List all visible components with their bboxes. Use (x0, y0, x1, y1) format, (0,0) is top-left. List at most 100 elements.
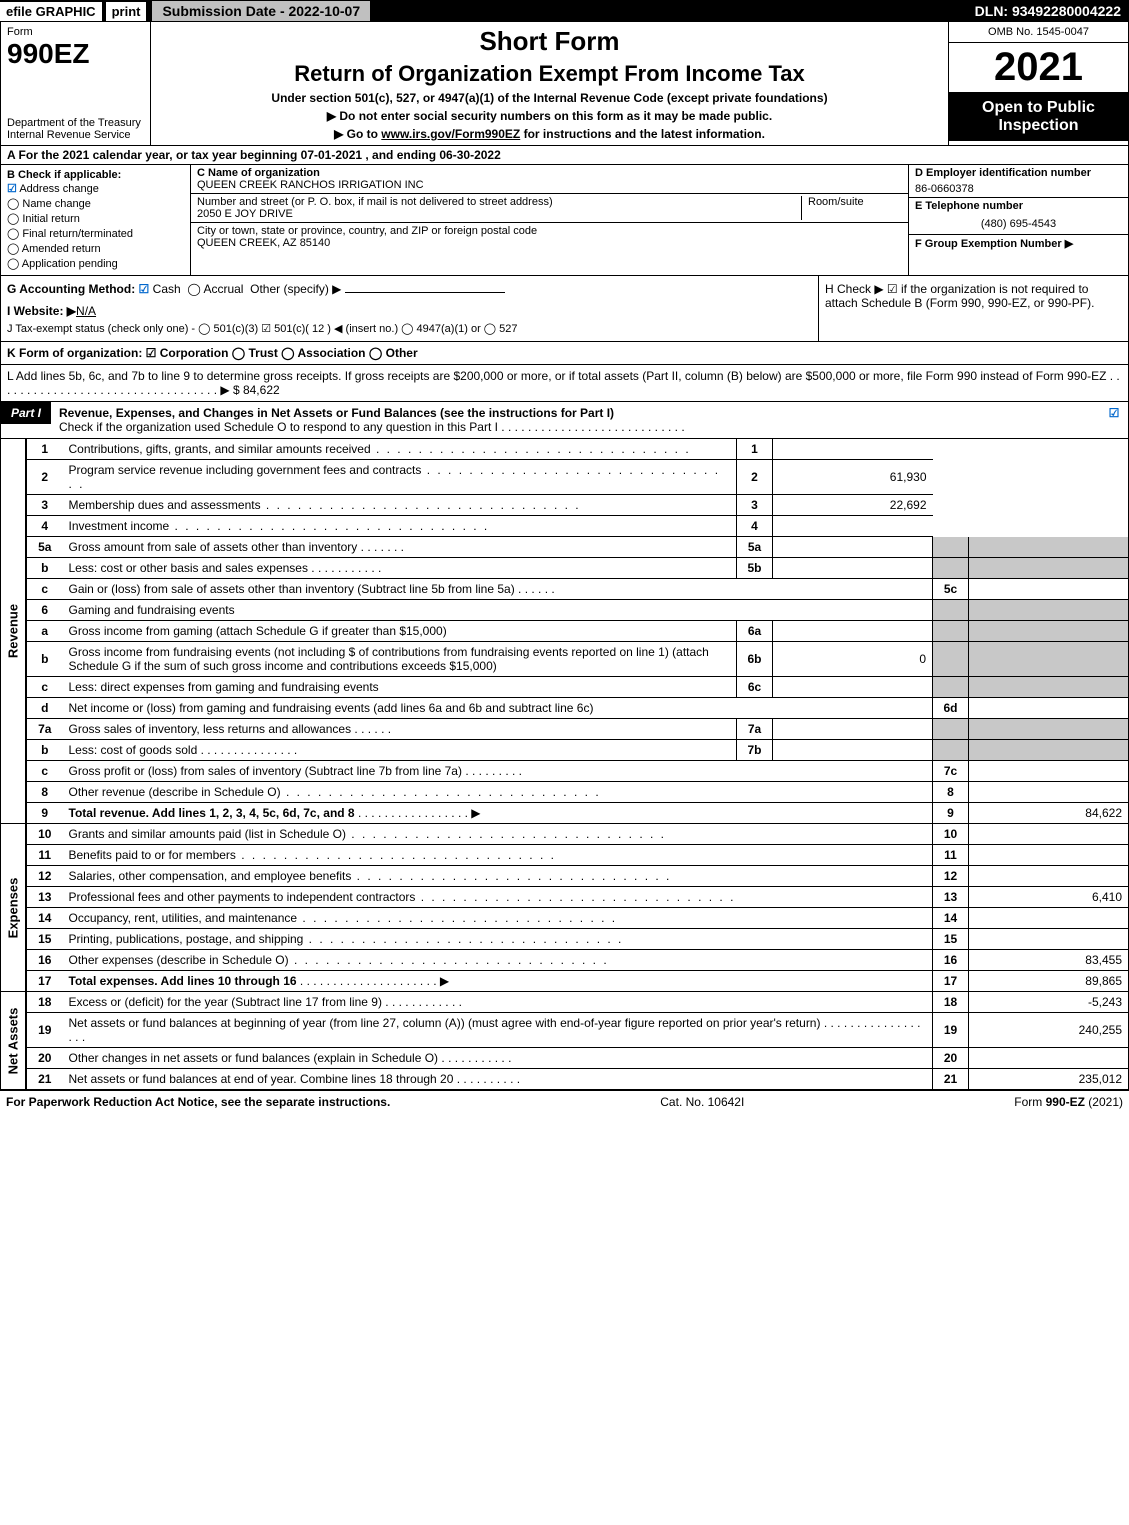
short-form-title: Short Form (159, 26, 940, 57)
line-20: 20Other changes in net assets or fund ba… (27, 1048, 1129, 1069)
col-h: H Check ▶ ☑ if the organization is not r… (818, 276, 1128, 341)
row-k: K Form of organization: ☑ Corporation ◯ … (0, 342, 1129, 365)
page-footer: For Paperwork Reduction Act Notice, see … (0, 1090, 1129, 1113)
goto-link[interactable]: www.irs.gov/Form990EZ (381, 127, 520, 141)
line-5c: cGain or (loss) from sale of assets othe… (27, 579, 1129, 600)
tax-year: 2021 (949, 43, 1128, 93)
revenue-section: Revenue 1Contributions, gifts, grants, a… (0, 439, 1129, 824)
line-6d: dNet income or (loss) from gaming and fu… (27, 698, 1129, 719)
efile-label: efile GRAPHIC (0, 2, 102, 21)
revenue-table: 1Contributions, gifts, grants, and simil… (26, 439, 1129, 824)
line-10: 10Grants and similar amounts paid (list … (27, 824, 1129, 845)
part-i-tab: Part I (1, 402, 51, 424)
revenue-side-label: Revenue (0, 439, 26, 824)
print-label[interactable]: print (106, 2, 147, 21)
g-cash: Cash (153, 282, 181, 296)
line-13: 13Professional fees and other payments t… (27, 887, 1129, 908)
header-center: Short Form Return of Organization Exempt… (151, 22, 948, 145)
e-phone-label: E Telephone number (909, 197, 1128, 214)
part-i-header: Part I Revenue, Expenses, and Changes in… (0, 402, 1129, 439)
go-to-note: ▶ Go to www.irs.gov/Form990EZ for instru… (159, 127, 940, 141)
b-application-pending[interactable]: ◯ Application pending (7, 256, 184, 271)
department: Department of the Treasury Internal Reve… (7, 117, 144, 141)
line-6a: aGross income from gaming (attach Schedu… (27, 621, 1129, 642)
line-2: 2Program service revenue including gover… (27, 460, 1129, 495)
l-text: L Add lines 5b, 6c, and 7b to line 9 to … (7, 369, 1120, 397)
c-room-label: Room/suite (802, 196, 902, 220)
g-other: Other (specify) ▶ (250, 282, 341, 296)
b-label: B Check if applicable: (7, 169, 184, 181)
col-b-checkboxes: B Check if applicable: ☑ Address change … (1, 165, 191, 275)
row-gh: G Accounting Method: ☑ Cash ◯ Accrual Ot… (0, 275, 1129, 342)
do-not-note: ▶ Do not enter social security numbers o… (159, 109, 940, 123)
f-group-exemption: F Group Exemption Number ▶ (909, 234, 1128, 252)
line-19: 19Net assets or fund balances at beginni… (27, 1013, 1129, 1048)
line-8: 8Other revenue (describe in Schedule O)8 (27, 782, 1129, 803)
form-header: Form 990EZ Department of the Treasury In… (0, 22, 1129, 146)
form-code: 990EZ (7, 38, 144, 70)
c-name-box: C Name of organization QUEEN CREEK RANCH… (191, 165, 908, 194)
goto-prefix: ▶ Go to (334, 127, 381, 141)
c-street-box: Number and street (or P. O. box, if mail… (191, 194, 908, 223)
dln: DLN: 93492280004222 (975, 3, 1129, 19)
netassets-side-label: Net Assets (0, 992, 26, 1090)
line-12: 12Salaries, other compensation, and empl… (27, 866, 1129, 887)
b-address-change[interactable]: ☑ Address change (7, 181, 184, 196)
col-def: D Employer identification number 86-0660… (908, 165, 1128, 275)
j-tax-exempt: J Tax-exempt status (check only one) - ◯… (7, 322, 812, 335)
omb-number: OMB No. 1545-0047 (949, 22, 1128, 43)
b-final-return[interactable]: ◯ Final return/terminated (7, 226, 184, 241)
line-14: 14Occupancy, rent, utilities, and mainte… (27, 908, 1129, 929)
part-i-sub: Check if the organization used Schedule … (59, 420, 1092, 434)
netassets-table: 18Excess or (deficit) for the year (Subt… (26, 992, 1129, 1090)
line-4: 4Investment income4 (27, 516, 1129, 537)
line-15: 15Printing, publications, postage, and s… (27, 929, 1129, 950)
b-name-change[interactable]: ◯ Name change (7, 196, 184, 211)
col-c-org-info: C Name of organization QUEEN CREEK RANCH… (191, 165, 908, 275)
line-7a: 7aGross sales of inventory, less returns… (27, 719, 1129, 740)
top-bar: efile GRAPHIC print Submission Date - 20… (0, 0, 1129, 22)
expenses-side-label: Expenses (0, 824, 26, 992)
c-city-value: QUEEN CREEK, AZ 85140 (197, 237, 330, 249)
expenses-section: Expenses 10Grants and similar amounts pa… (0, 824, 1129, 992)
c-name-value: QUEEN CREEK RANCHOS IRRIGATION INC (197, 179, 424, 191)
part-i-check[interactable]: ☑ (1100, 402, 1128, 424)
i-website-value: N/A (76, 304, 96, 318)
line-17: 17Total expenses. Add lines 10 through 1… (27, 971, 1129, 992)
l-value: $ 84,622 (233, 383, 280, 397)
expenses-table: 10Grants and similar amounts paid (list … (26, 824, 1129, 992)
line-7c: cGross profit or (loss) from sales of in… (27, 761, 1129, 782)
c-name-label: C Name of organization (197, 167, 320, 179)
i-website: I Website: ▶N/A (7, 304, 812, 318)
form-word: Form (7, 26, 144, 38)
c-city-label: City or town, state or province, country… (197, 225, 537, 237)
line-16: 16Other expenses (describe in Schedule O… (27, 950, 1129, 971)
b-amended-return[interactable]: ◯ Amended return (7, 241, 184, 256)
line-18: 18Excess or (deficit) for the year (Subt… (27, 992, 1129, 1013)
g-label: G Accounting Method: (7, 282, 135, 296)
b-initial-return[interactable]: ◯ Initial return (7, 211, 184, 226)
footer-left: For Paperwork Reduction Act Notice, see … (6, 1095, 390, 1109)
c-street-value: 2050 E JOY DRIVE (197, 208, 293, 220)
header-left: Form 990EZ Department of the Treasury In… (1, 22, 151, 145)
d-ein-value: 86-0660378 (909, 181, 1128, 197)
open-to-public: Open to Public Inspection (949, 93, 1128, 141)
footer-center: Cat. No. 10642I (660, 1095, 744, 1109)
line-9: 9Total revenue. Add lines 1, 2, 3, 4, 5c… (27, 803, 1129, 824)
header-right: OMB No. 1545-0047 2021 Open to Public In… (948, 22, 1128, 145)
line-3: 3Membership dues and assessments322,692 (27, 495, 1129, 516)
line-6b: bGross income from fundraising events (n… (27, 642, 1129, 677)
line-6c: cLess: direct expenses from gaming and f… (27, 677, 1129, 698)
submission-date: Submission Date - 2022-10-07 (152, 1, 370, 21)
line-7b: bLess: cost of goods sold . . . . . . . … (27, 740, 1129, 761)
c-city-box: City or town, state or province, country… (191, 223, 908, 251)
line-5a: 5aGross amount from sale of assets other… (27, 537, 1129, 558)
part-i-title: Revenue, Expenses, and Changes in Net As… (51, 402, 1100, 438)
row-a-tax-year: A For the 2021 calendar year, or tax yea… (0, 146, 1129, 165)
under-section: Under section 501(c), 527, or 4947(a)(1)… (159, 91, 940, 105)
line-5b: bLess: cost or other basis and sales exp… (27, 558, 1129, 579)
g-accrual: Accrual (203, 282, 243, 296)
row-l: L Add lines 5b, 6c, and 7b to line 9 to … (0, 365, 1129, 402)
e-phone-value: (480) 695-4543 (909, 214, 1128, 234)
line-11: 11Benefits paid to or for members11 (27, 845, 1129, 866)
